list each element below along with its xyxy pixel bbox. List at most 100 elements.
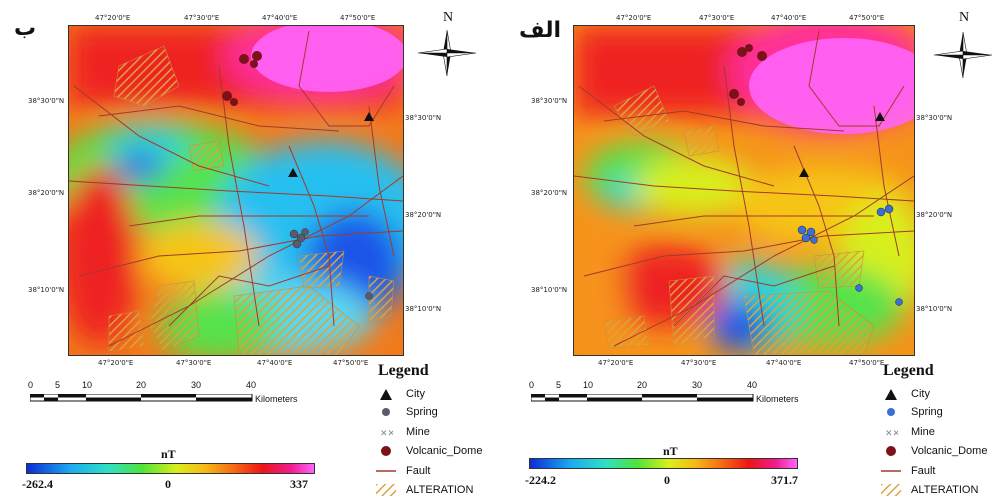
colorbar-mid-b: 0 [165, 477, 171, 491]
legend-volcanic-b: Volcanic_Dome [376, 444, 482, 458]
scale-tick-40: 40 [246, 380, 257, 390]
panel-alef: الف 47°20'0"E 47°30'0"E 47°40'0"E 47°50'… [501, 0, 1002, 504]
top-tick-4: 47°50'0"E [340, 14, 376, 22]
scale-bar-b: 0 5 10 20 30 40 Kilometers [28, 380, 330, 410]
left-tick-3: 38°10'0"N [28, 286, 65, 294]
colorbar-min-b: -262.4 [22, 477, 53, 491]
scale-tick-5: 5 [55, 380, 61, 390]
right-tick-3: 38°10'0"N [916, 305, 953, 313]
legend-fault-alef: Fault [881, 464, 935, 478]
legend-alteration-label: ALTERATION [406, 484, 474, 496]
triangle-icon [881, 387, 901, 401]
svg-text:✕✕: ✕✕ [380, 428, 393, 437]
colorbar-mid-alef: 0 [664, 473, 670, 487]
bottom-tick-4: 47°50'0"E [849, 359, 885, 367]
scale-tick-10: 10 [583, 380, 594, 390]
colorbar-unit-alef: nT [663, 444, 678, 458]
north-label-b: N [443, 10, 454, 25]
legend-city-label: City [406, 388, 425, 400]
legend-spring-alef: Spring [881, 405, 943, 419]
anomaly-map-graphic [574, 26, 914, 355]
bottom-tick-3: 47°40'0"E [257, 359, 293, 367]
bottom-tick-1: 47°20'0"E [98, 359, 134, 367]
colorbar-b [26, 463, 315, 474]
top-tick-3: 47°40'0"E [771, 14, 807, 22]
top-tick-3: 47°40'0"E [262, 14, 298, 22]
legend-alteration-alef: ALTERATION [881, 483, 978, 497]
magnetic-anomaly-map-alef [573, 25, 915, 356]
fault-line-icon [376, 464, 396, 478]
top-tick-1: 47°20'0"E [95, 14, 131, 22]
top-tick-2: 47°30'0"E [184, 14, 220, 22]
scale-tick-0: 0 [529, 380, 535, 390]
panel-b: ب 47°20'0"E 47°30'0"E 47°40'0"E 47°50'0"… [14, 10, 482, 497]
right-tick-3: 38°10'0"N [405, 305, 442, 313]
scale-unit-alef: Kilometers [756, 394, 799, 404]
scale-bar-alef: 0 5 10 20 30 40 Kilometers [529, 380, 831, 410]
fault-line-icon [881, 464, 901, 478]
legend-volcanic-label: Volcanic_Dome [406, 445, 483, 457]
bottom-tick-2: 47°30'0"E [681, 359, 717, 367]
right-tick-1: 38°30'0"N [405, 114, 442, 122]
legend-alteration-b: ALTERATION [376, 483, 473, 497]
colorbar-max-b: 337 [290, 477, 308, 491]
bottom-tick-3: 47°40'0"E [766, 359, 802, 367]
panel-letter-b: ب [14, 16, 37, 41]
bottom-tick-1: 47°20'0"E [598, 359, 634, 367]
right-tick-2: 38°20'0"N [405, 211, 442, 219]
bottom-tick-4: 47°50'0"E [333, 359, 369, 367]
top-tick-2: 47°30'0"E [699, 14, 735, 22]
legend-mine-alef: ✕✕ Mine [881, 425, 935, 439]
scale-unit-b: Kilometers [255, 394, 298, 404]
left-tick-2: 38°20'0"N [28, 189, 65, 197]
left-tick-3: 38°10'0"N [531, 286, 568, 294]
north-label-alef: N [959, 10, 970, 25]
scale-tick-30: 30 [191, 380, 202, 390]
mine-icon: ✕✕ [376, 425, 396, 439]
legend-mine-label: Mine [911, 426, 935, 438]
colorbar-unit-b: nT [161, 447, 176, 461]
legend-spring-b: Spring [376, 405, 438, 419]
scale-tick-0: 0 [28, 380, 34, 390]
triangle-icon [376, 387, 396, 401]
legend-title-b: Legend [378, 362, 429, 379]
scale-tick-40: 40 [747, 380, 758, 390]
legend-volcanic-label: Volcanic_Dome [911, 445, 988, 457]
scale-tick-5: 5 [556, 380, 562, 390]
alteration-hatch-icon [376, 483, 396, 497]
legend-mine-label: Mine [406, 426, 430, 438]
right-tick-2: 38°20'0"N [916, 211, 953, 219]
north-arrow-icon-b [417, 29, 477, 77]
legend-mine-b: ✕✕ Mine [376, 425, 430, 439]
bottom-tick-2: 47°30'0"E [176, 359, 212, 367]
legend-alteration-label: ALTERATION [911, 484, 979, 496]
spring-dot-icon [376, 405, 396, 419]
colorbar-alef [529, 458, 798, 469]
panel-letter-alef: الف [519, 18, 562, 43]
legend-volcanic-alef: Volcanic_Dome [881, 444, 987, 458]
colorbar-min-alef: -224.2 [525, 473, 556, 487]
magnetic-anomaly-map-b [68, 25, 404, 356]
left-tick-1: 38°30'0"N [28, 97, 65, 105]
right-tick-1: 38°30'0"N [916, 114, 953, 122]
legend-fault-label: Fault [406, 465, 431, 477]
legend-spring-label: Spring [911, 406, 943, 418]
legend-fault-label: Fault [911, 465, 936, 477]
north-arrow-icon-alef [933, 31, 993, 79]
legend-city-label: City [911, 388, 930, 400]
volcanic-dome-icon [376, 444, 396, 458]
mine-icon: ✕✕ [881, 425, 901, 439]
top-tick-1: 47°20'0"E [616, 14, 652, 22]
alteration-hatch-icon [881, 483, 901, 497]
svg-text:✕✕: ✕✕ [885, 428, 898, 437]
legend-spring-label: Spring [406, 406, 438, 418]
legend-fault-b: Fault [376, 464, 430, 478]
scale-bar-graphic [531, 394, 754, 402]
scale-tick-10: 10 [82, 380, 93, 390]
legend-title-alef: Legend [883, 362, 934, 379]
left-tick-1: 38°30'0"N [531, 97, 568, 105]
left-tick-2: 38°20'0"N [531, 189, 568, 197]
volcanic-dome-icon [881, 444, 901, 458]
anomaly-map-graphic [69, 26, 403, 355]
scale-bar-graphic [30, 394, 253, 402]
